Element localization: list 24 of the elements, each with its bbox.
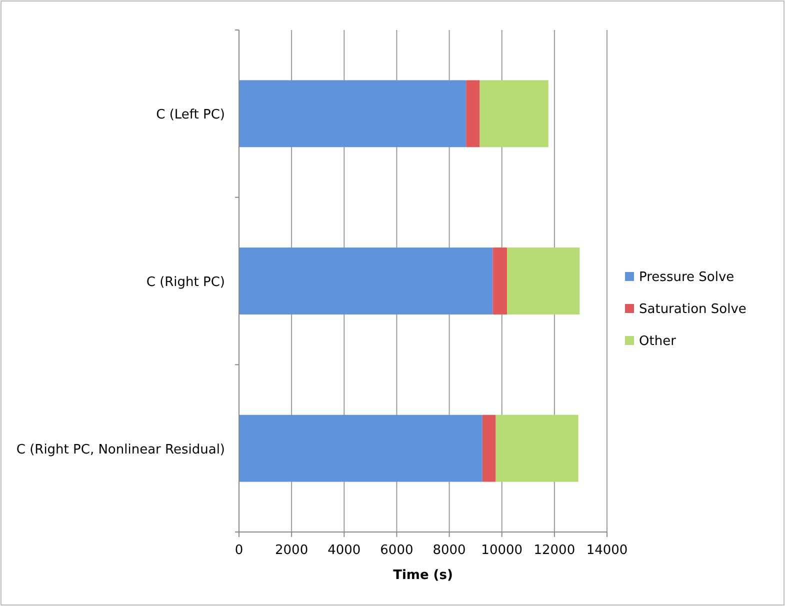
x-tick-label: 2000 [275, 543, 308, 558]
x-tick-label: 14000 [586, 543, 628, 558]
x-tick-label: 10000 [481, 543, 523, 558]
bar [239, 414, 482, 482]
bar [480, 80, 548, 148]
x-tick-label: 6000 [380, 543, 414, 558]
legend-label: Pressure Solve [639, 270, 734, 285]
bar [507, 248, 580, 314]
bar [239, 248, 493, 314]
bar [482, 414, 496, 482]
bar [496, 414, 578, 482]
y-tick-label: C (Right PC, Nonlinear Residual) [16, 442, 225, 458]
x-tick-label: 4000 [328, 543, 361, 558]
bar [239, 80, 466, 148]
y-tick-label: C (Left PC) [156, 108, 225, 123]
x-axis-title: Time (s) [393, 568, 453, 583]
x-tick-label: 0 [234, 543, 244, 558]
legend-label: Other [639, 334, 677, 349]
legend-label: Saturation Solve [639, 302, 746, 317]
bar [492, 248, 508, 314]
x-tick-label: 12000 [534, 543, 576, 558]
x-tick-label: 8000 [432, 543, 466, 558]
bar [466, 80, 480, 148]
y-tick-label: C (Right PC) [146, 275, 225, 290]
